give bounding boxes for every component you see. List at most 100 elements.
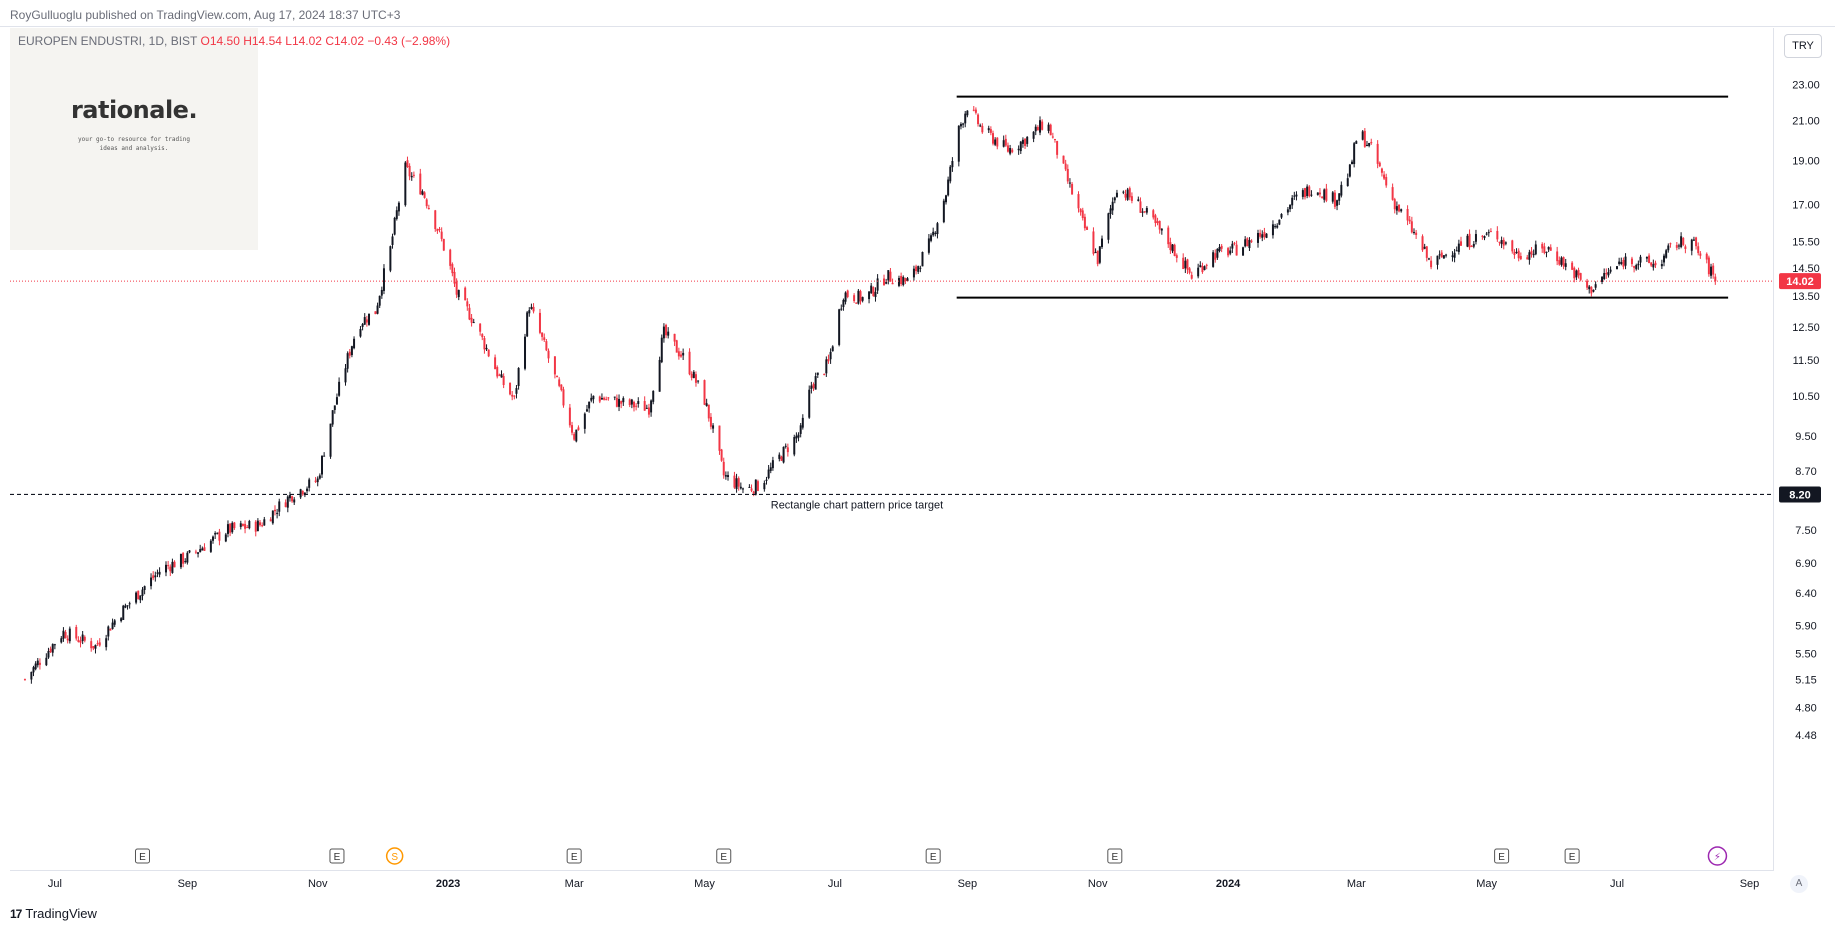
candle-body: [662, 326, 665, 339]
candle-body: [404, 162, 407, 206]
tradingview-brand-text: TradingView: [25, 906, 97, 921]
plot-area[interactable]: [10, 28, 1774, 871]
earnings-marker-label: E: [571, 852, 578, 863]
candle-body: [735, 478, 738, 490]
price-target-label: Rectangle chart pattern price target: [771, 499, 943, 511]
candle-body: [517, 368, 520, 387]
candle-body: [1586, 280, 1589, 288]
candle-body: [284, 502, 287, 508]
candle-body: [827, 359, 830, 362]
candle-body: [1421, 236, 1424, 251]
news-marker-icon: [1707, 846, 1728, 866]
candle-body: [1530, 250, 1533, 255]
candle-body: [1453, 252, 1456, 258]
candle-body: [1474, 234, 1477, 242]
currency-button[interactable]: TRY: [1784, 34, 1822, 58]
candle-body: [1124, 193, 1127, 198]
candle-body: [66, 638, 69, 641]
price-axis[interactable]: 25.0023.0021.0019.0017.0015.5014.5013.50…: [1779, 46, 1821, 742]
candle-body: [378, 295, 381, 306]
candle-body: [966, 110, 969, 116]
target-price-badge: [1779, 486, 1821, 503]
candle-body: [675, 340, 678, 353]
candle-body: [77, 639, 80, 642]
candle-body: [577, 427, 580, 430]
candle-body: [1203, 266, 1206, 270]
price-tick-label: 5.15: [1795, 674, 1816, 686]
candle-body: [996, 137, 999, 147]
candle-body: [1265, 233, 1268, 238]
candle-body: [1682, 237, 1685, 245]
candle-body: [1483, 236, 1486, 239]
price-tick-label: 13.50: [1792, 291, 1820, 303]
split-marker-label: S: [391, 852, 398, 863]
candle-body: [75, 627, 78, 639]
candle-body: [1699, 253, 1702, 256]
candle-body: [139, 595, 142, 601]
time-tick-label: Jul: [48, 878, 62, 890]
candle-body: [1235, 244, 1238, 256]
candle-body: [1712, 265, 1715, 275]
candle-body: [1066, 168, 1069, 182]
candle-body: [667, 331, 670, 336]
candle-body: [1293, 195, 1296, 197]
candle-body: [171, 561, 174, 573]
candle-body: [335, 397, 338, 405]
candle-body: [410, 176, 413, 178]
candle-body: [1278, 219, 1281, 225]
event-markers[interactable]: E E S E E E E E E ⚡: [134, 846, 1728, 866]
candle-body: [853, 295, 856, 302]
price-tick-label: 9.50: [1795, 431, 1816, 443]
candle-body: [1092, 231, 1095, 254]
candle-body: [962, 123, 965, 125]
candle-body: [1109, 208, 1112, 215]
candle-body: [30, 671, 33, 680]
candle-body: [944, 195, 947, 203]
candle-body: [1096, 250, 1099, 265]
candle-body: [468, 307, 471, 320]
candle-body: [1004, 138, 1007, 146]
candle-body: [51, 644, 54, 653]
auto-scale-button[interactable]: A: [1790, 875, 1808, 893]
symbol-name[interactable]: EUROPEN ENDUSTRI, 1D, BIST: [18, 34, 198, 48]
price-tick-label: 5.50: [1795, 648, 1816, 660]
time-tick-label: Sep: [178, 878, 198, 890]
time-axis[interactable]: Jul Sep Nov 2023 Mar May Jul Sep Nov 2024 Mar May Ju…: [48, 878, 1759, 890]
candle-body: [1532, 253, 1535, 256]
candle-body: [972, 109, 975, 111]
candle-body: [122, 605, 125, 620]
candle-body: [793, 437, 796, 455]
candle-body: [1487, 232, 1490, 234]
candle-body: [1173, 244, 1176, 256]
time-tick-label: Mar: [565, 878, 584, 890]
candle-body: [1190, 274, 1193, 279]
candle-body: [1511, 240, 1514, 252]
tradingview-logo-icon: 17: [10, 906, 22, 921]
candle-body: [1143, 211, 1146, 213]
candle-body: [427, 208, 430, 210]
price-tick-label: 8.70: [1795, 466, 1816, 478]
candle-body: [532, 306, 535, 312]
candle-body: [1295, 194, 1298, 197]
candle-body: [1489, 231, 1492, 233]
candle-body: [635, 405, 638, 407]
candle-body: [1571, 262, 1574, 270]
candle-body: [513, 395, 516, 397]
candle-body: [942, 200, 945, 223]
candle-body: [780, 456, 783, 461]
candle-body: [1214, 253, 1217, 260]
price-tick-label: 6.40: [1795, 588, 1816, 600]
candle-body: [49, 648, 52, 652]
candle-body: [688, 351, 691, 375]
candle-body: [60, 638, 63, 643]
candle-body: [320, 456, 323, 475]
candle-body: [314, 480, 317, 482]
price-tick-label: 7.50: [1795, 525, 1816, 537]
tradingview-footer-logo[interactable]: 17 TradingView: [10, 906, 97, 921]
earnings-marker-label: E: [1569, 852, 1576, 863]
last-price-badge-label: 14.02: [1786, 276, 1814, 288]
candle-body: [1039, 120, 1042, 133]
candle-body: [1248, 240, 1251, 249]
candle-body: [571, 425, 574, 433]
